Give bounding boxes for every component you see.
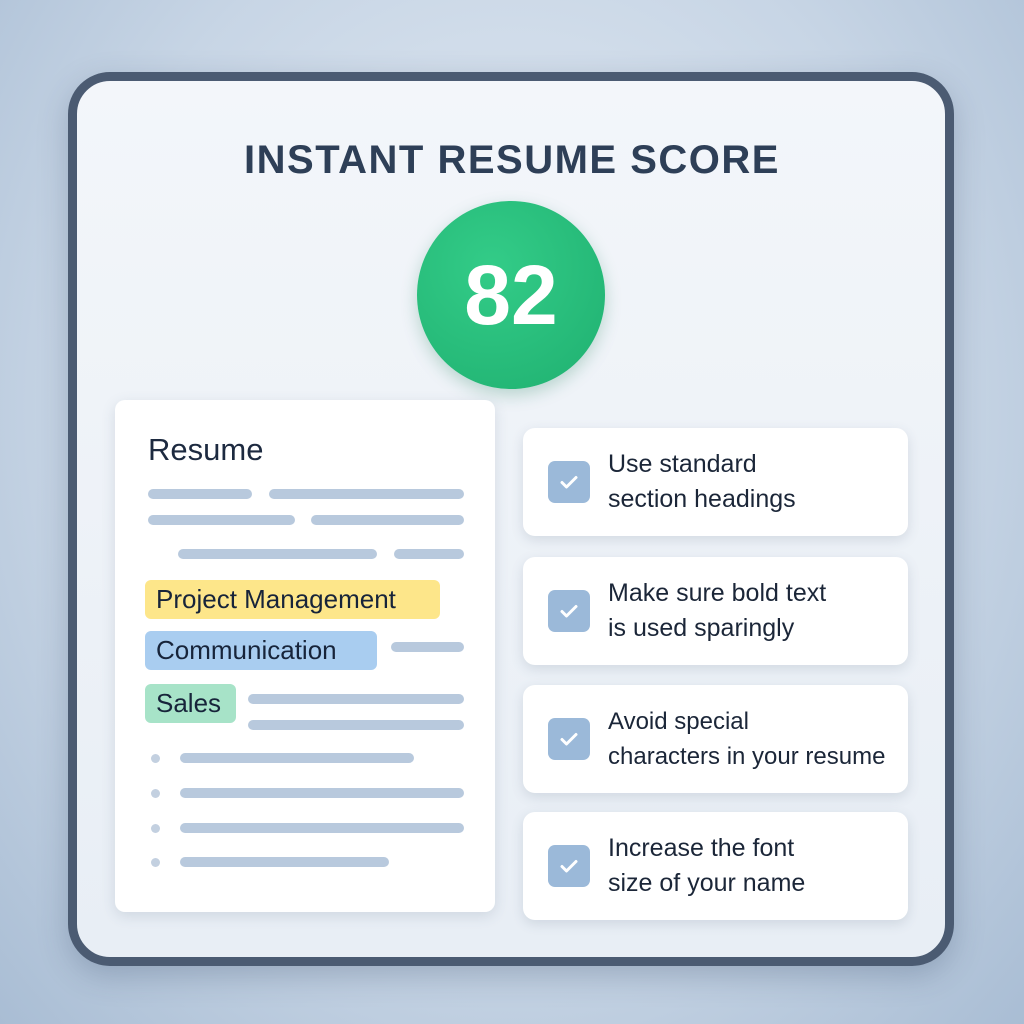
checklist-text: Make sure bold text is used sparingly bbox=[608, 579, 827, 642]
checklist-text: Use standard section headings bbox=[608, 450, 796, 513]
check-icon bbox=[560, 605, 578, 618]
skill-tag-sales: Sales bbox=[145, 684, 236, 723]
text-line bbox=[180, 788, 464, 798]
checkbox[interactable] bbox=[548, 718, 590, 760]
resume-heading: Resume bbox=[148, 432, 264, 467]
text-line bbox=[180, 823, 464, 833]
checklist-item[interactable]: Increase the font size of your name bbox=[523, 812, 908, 920]
text-line bbox=[180, 753, 414, 763]
text-line bbox=[269, 489, 464, 499]
bullet-dot bbox=[151, 789, 160, 798]
checklist-item[interactable]: Make sure bold text is used sparingly bbox=[523, 557, 908, 665]
text-line bbox=[180, 857, 389, 867]
skill-tag-communication: Communication bbox=[145, 631, 377, 670]
check-icon bbox=[560, 733, 578, 746]
skill-tag-project-management: Project Management bbox=[145, 580, 440, 619]
resume-preview: Resume Project Management Communication … bbox=[115, 400, 495, 912]
text-line bbox=[311, 515, 464, 525]
text-line bbox=[248, 720, 464, 730]
text-line bbox=[148, 515, 295, 525]
checklist-item[interactable]: Avoid special characters in your resume bbox=[523, 685, 908, 793]
checklist-item[interactable]: Use standard section headings bbox=[523, 428, 908, 536]
checklist-text: Increase the font size of your name bbox=[608, 834, 806, 897]
check-icon bbox=[560, 476, 578, 489]
page-title: INSTANT RESUME SCORE bbox=[244, 138, 780, 182]
text-line bbox=[248, 694, 464, 704]
checkbox[interactable] bbox=[548, 845, 590, 887]
check-icon bbox=[560, 860, 578, 873]
score-badge: 82 bbox=[417, 201, 605, 389]
bullet-dot bbox=[151, 824, 160, 833]
text-line bbox=[148, 489, 252, 499]
text-line bbox=[394, 549, 464, 559]
bullet-dot bbox=[151, 858, 160, 867]
text-line bbox=[178, 549, 377, 559]
checklist-text: Avoid special characters in your resume bbox=[608, 708, 886, 770]
text-line bbox=[391, 642, 464, 652]
checkbox[interactable] bbox=[548, 590, 590, 632]
checkbox[interactable] bbox=[548, 461, 590, 503]
bullet-dot bbox=[151, 754, 160, 763]
